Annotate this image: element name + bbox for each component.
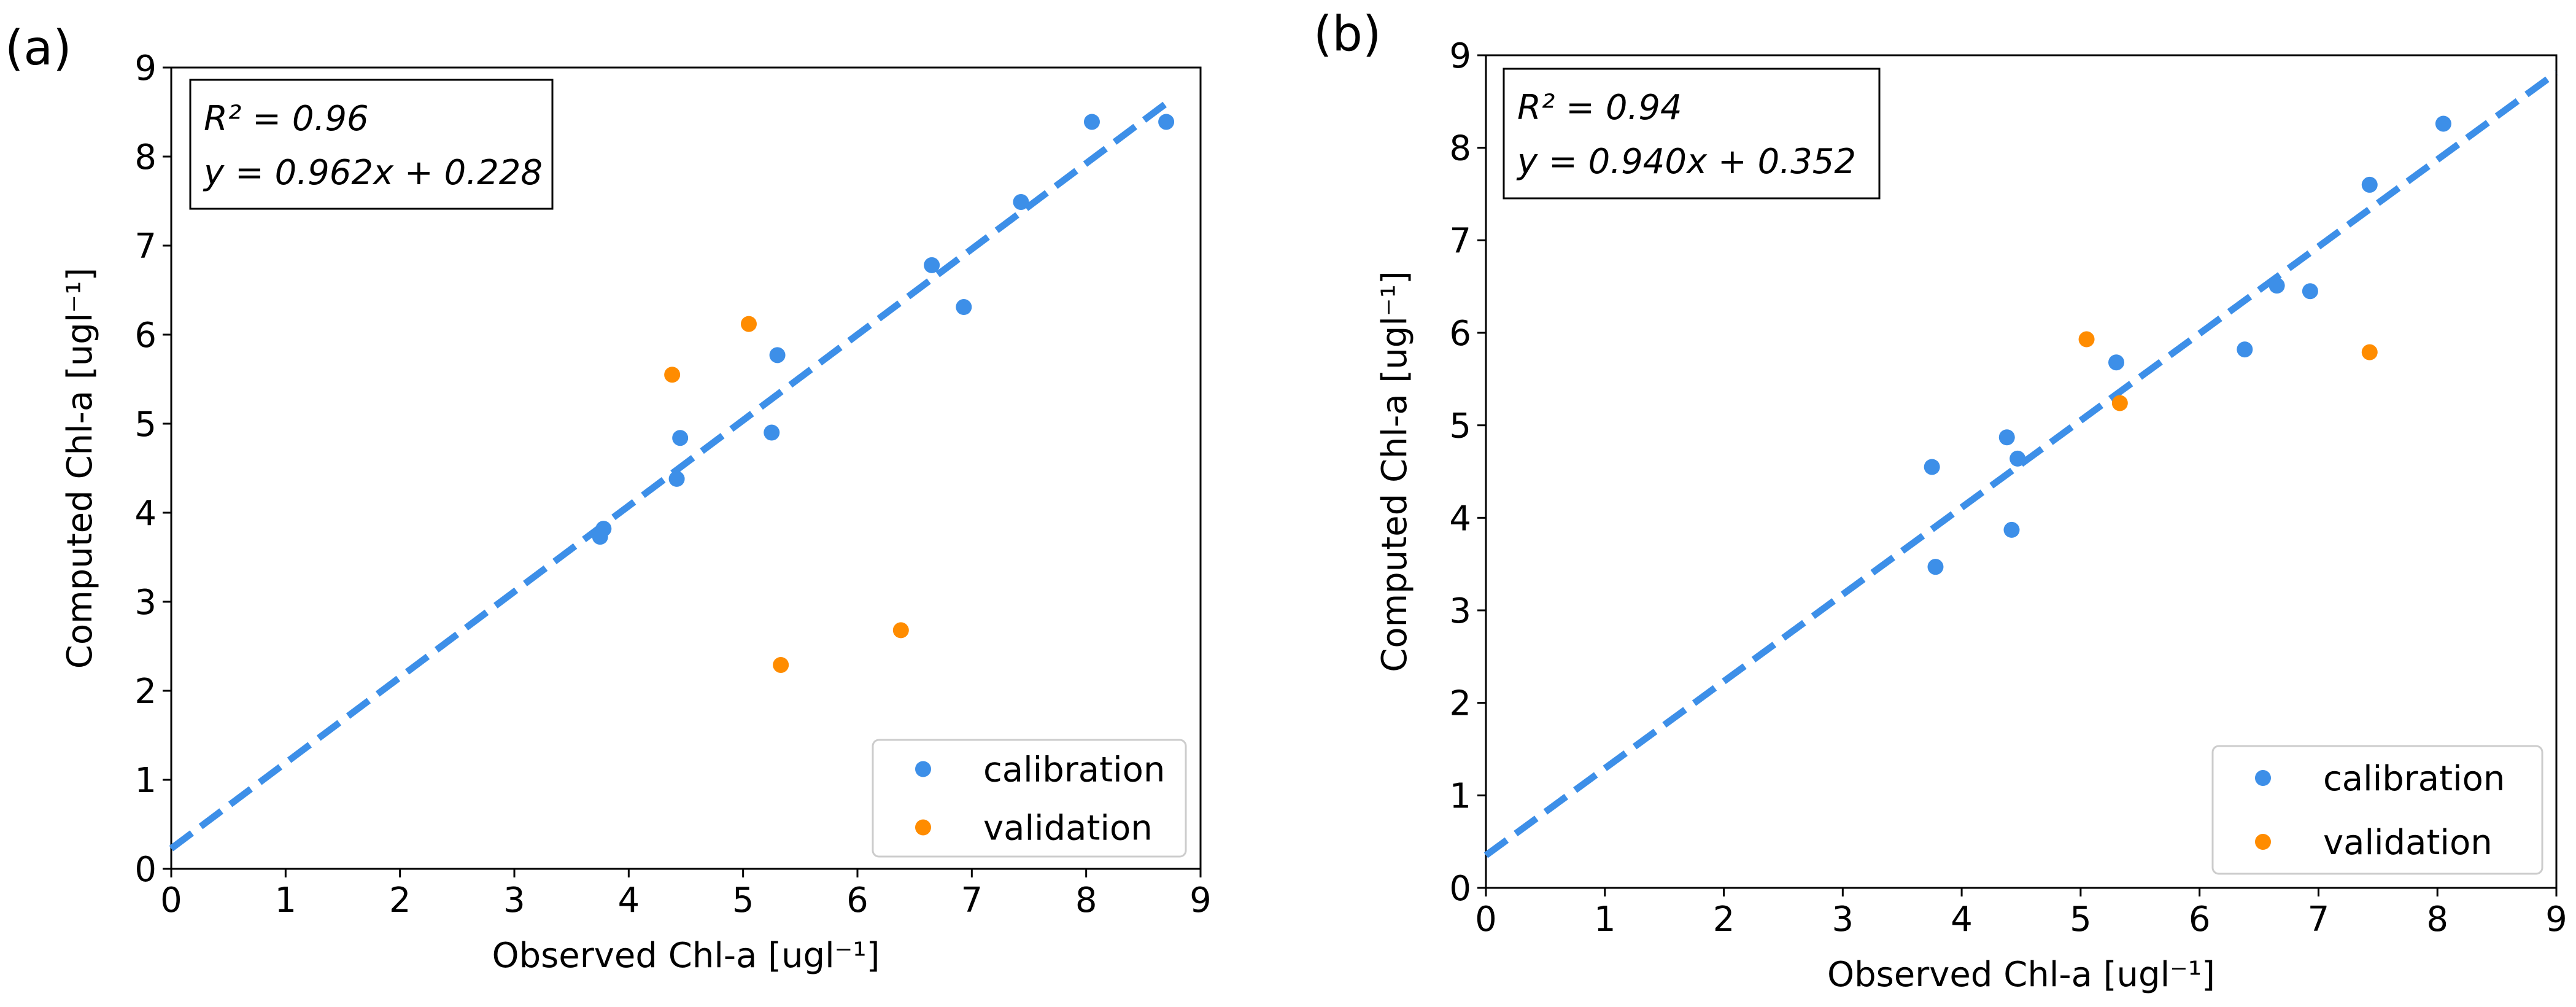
x-tick-label: 0 bbox=[1475, 900, 1497, 939]
x-tick-label: 9 bbox=[2545, 900, 2567, 939]
legend-label-validation: validation bbox=[2323, 823, 2493, 863]
y-tick-label: 5 bbox=[1449, 406, 1471, 446]
y-tick-label: 7 bbox=[1449, 221, 1471, 261]
x-tick-label: 6 bbox=[2189, 900, 2211, 939]
x-tick-label: 7 bbox=[961, 881, 983, 920]
validation-point bbox=[2361, 344, 2378, 360]
x-tick-label: 3 bbox=[503, 881, 525, 920]
calibration-point bbox=[2269, 278, 2285, 294]
x-tick-label: 8 bbox=[1075, 881, 1097, 920]
calibration-point bbox=[2237, 341, 2253, 358]
x-tick-label: 2 bbox=[389, 881, 411, 920]
y-tick-label: 1 bbox=[134, 761, 157, 801]
validation-point bbox=[664, 367, 681, 383]
x-axis-title: Observed Chl-a [ugl⁻¹] bbox=[1827, 955, 2215, 995]
y-tick-label: 9 bbox=[1449, 36, 1471, 76]
calibration-point bbox=[2361, 176, 2378, 193]
x-tick-label: 7 bbox=[2308, 900, 2330, 939]
legend-marker-calibration bbox=[2255, 770, 2271, 786]
x-tick-label: 5 bbox=[732, 881, 754, 920]
annotation-box bbox=[1503, 68, 1881, 200]
panel-label: (a) bbox=[5, 21, 72, 76]
y-tick-label: 1 bbox=[1449, 776, 1471, 816]
equation-text: y = 0.962x + 0.228 bbox=[203, 153, 543, 193]
panel-a: (a) 0 1 2 3 4 5 6 7 8 9 0 1 2 3 4 5 6 7 8 9 Observed Chl-a [u… bbox=[5, 21, 1212, 976]
legend-label-calibration: calibration bbox=[2323, 759, 2505, 799]
calibration-point bbox=[956, 299, 972, 316]
legend-box bbox=[2211, 745, 2543, 875]
regression-line bbox=[169, 96, 1174, 852]
legend-marker-calibration bbox=[915, 761, 931, 777]
y-tick-label: 6 bbox=[134, 316, 157, 356]
calibration-point bbox=[2108, 354, 2125, 371]
calibration-point bbox=[2435, 115, 2451, 132]
y-tick-label: 8 bbox=[134, 138, 157, 177]
calibration-point bbox=[764, 424, 780, 441]
y-tick-label: 7 bbox=[134, 227, 157, 266]
calibration-point bbox=[1927, 559, 1944, 575]
calibration-point bbox=[1158, 114, 1175, 130]
validation-point bbox=[2078, 331, 2095, 348]
calibration-point bbox=[2003, 521, 2020, 538]
plot-frame bbox=[170, 66, 1202, 870]
calibration-point bbox=[1013, 193, 1029, 210]
y-axis-title: Computed Chl-a [ugl⁻¹] bbox=[1375, 271, 1415, 672]
x-tick-label: 8 bbox=[2426, 900, 2448, 939]
calibration-point bbox=[668, 470, 685, 487]
x-tick-label: 2 bbox=[1713, 900, 1735, 939]
calibration-point bbox=[924, 257, 940, 273]
y-tick-label: 2 bbox=[134, 672, 157, 712]
y-tick-label: 9 bbox=[134, 49, 157, 88]
x-tick-label: 3 bbox=[1832, 900, 1854, 939]
r-squared-text: R² = 0.94 bbox=[1517, 88, 1682, 128]
x-tick-label: 6 bbox=[846, 881, 868, 920]
annotation-box bbox=[189, 79, 554, 210]
x-tick-label: 0 bbox=[160, 881, 182, 920]
validation-point bbox=[892, 622, 909, 639]
legend-marker-validation bbox=[915, 819, 931, 836]
x-tick-label: 1 bbox=[1594, 900, 1616, 939]
r-squared-text: R² = 0.96 bbox=[204, 99, 369, 139]
y-tick-label: 2 bbox=[1449, 684, 1471, 724]
calibration-point bbox=[672, 430, 689, 446]
panel-b: (b) 0 1 2 3 4 5 6 7 8 9 0 1 2 3 4 5 6 7 8 9 Observed Chl-a [u… bbox=[1313, 7, 2567, 995]
validation-point bbox=[773, 656, 789, 673]
y-tick-label: 0 bbox=[1449, 869, 1471, 909]
panel-label: (b) bbox=[1313, 7, 1381, 62]
calibration-point bbox=[1998, 429, 2015, 446]
y-tick-label: 8 bbox=[1449, 129, 1471, 169]
x-axis-title: Observed Chl-a [ugl⁻¹] bbox=[492, 936, 880, 976]
x-tick-label: 1 bbox=[275, 881, 297, 920]
y-tick-label: 6 bbox=[1449, 314, 1471, 354]
x-tick-label: 4 bbox=[618, 881, 640, 920]
calibration-point bbox=[2302, 283, 2318, 300]
y-tick-label: 3 bbox=[134, 583, 157, 623]
calibration-point bbox=[1924, 459, 1940, 475]
validation-point bbox=[740, 316, 757, 332]
calibration-point bbox=[2009, 450, 2026, 467]
validation-point bbox=[2111, 395, 2128, 411]
x-tick-label: 9 bbox=[1189, 881, 1212, 920]
y-tick-label: 4 bbox=[1449, 499, 1471, 538]
calibration-point bbox=[769, 347, 786, 364]
y-axis-title: Computed Chl-a [ugl⁻¹] bbox=[60, 268, 100, 669]
y-tick-label: 5 bbox=[134, 405, 157, 445]
y-tick-label: 0 bbox=[134, 850, 157, 890]
legend-box bbox=[872, 739, 1187, 858]
equation-text: y = 0.940x + 0.352 bbox=[1516, 142, 1856, 182]
y-tick-label: 4 bbox=[134, 494, 157, 534]
y-tick-label: 3 bbox=[1449, 591, 1471, 631]
legend-label-calibration: calibration bbox=[983, 750, 1165, 790]
x-tick-label: 4 bbox=[1951, 900, 1973, 939]
legend-label-validation: validation bbox=[983, 809, 1153, 849]
plot-frame bbox=[1485, 54, 2558, 889]
legend-marker-validation bbox=[2255, 834, 2271, 850]
x-tick-label: 5 bbox=[2070, 900, 2092, 939]
calibration-point bbox=[595, 521, 612, 537]
calibration-point bbox=[1083, 114, 1100, 130]
